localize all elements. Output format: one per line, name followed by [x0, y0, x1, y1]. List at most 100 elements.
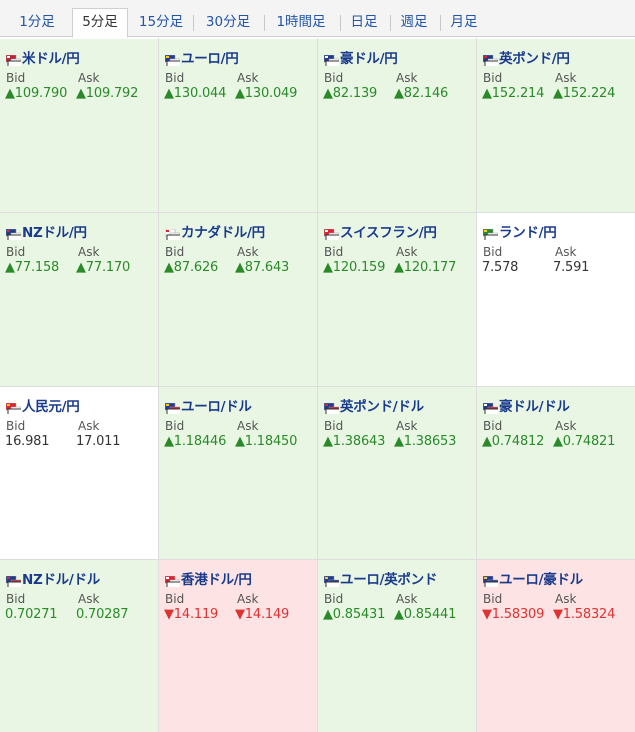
mini-candle-chart[interactable] — [163, 633, 313, 729]
mini-candle-chart[interactable] — [481, 112, 631, 208]
rate-card[interactable]: 77.1577.177.057713:3514:3515:35 NZドル/円 B… — [0, 213, 158, 386]
tab-8[interactable]: 月足 — [450, 14, 478, 30]
bid-value: ▲120.159 — [323, 260, 386, 275]
chart-plot-area — [484, 581, 598, 657]
us-jp-flag-icon: 109.9109.85109.8109.7513:3514:3515:35 — [5, 51, 152, 147]
eu-au-flag-icon: 1.5861.58413:3514:3515:35 — [482, 572, 624, 668]
bid-label: Bid — [483, 71, 503, 85]
tab-1[interactable]: 1分足 — [19, 14, 55, 30]
bid-label: Bid — [165, 71, 185, 85]
rate-card[interactable]: 120.15120.113:3514:3515:35 スイスフラン/円 Bid … — [318, 213, 476, 386]
pair-name[interactable]: スイスフラン/円 — [340, 225, 437, 241]
rate-card[interactable]: 16.9816.97816.97616.97413:3514:3515:35 人… — [0, 387, 158, 560]
bid-label: Bid — [165, 245, 185, 259]
bid-value: 7.578 — [482, 260, 519, 275]
rate-card[interactable]: 0.7480.7470.74613:3514:3515:35 豪ドル/ドル Bi… — [477, 387, 635, 560]
rate-card[interactable]: 130.0513013:3514:3515:35 ユーロ/円 Bid Ask ▲… — [159, 39, 317, 212]
pair-name[interactable]: 英ポンド/ドル — [340, 399, 424, 415]
mini-candle-chart[interactable] — [481, 460, 631, 556]
pair-name[interactable]: 豪ドル/円 — [340, 51, 398, 67]
bid-label: Bid — [165, 419, 185, 433]
eu-us-flag-icon: 1.18451.1841.18351.18313:3514:3515:35 — [164, 399, 311, 495]
au-us-flag-icon: 0.7480.7470.74613:3514:3515:35 — [482, 399, 624, 495]
mini-candle-chart[interactable] — [163, 112, 313, 208]
rate-card[interactable]: 87.6587.613:3514:3515:35 カナダドル/円 Bid Ask… — [159, 213, 317, 386]
chart-plot-area — [7, 408, 121, 484]
rate-card[interactable]: 0.7030.7020.70113:3514:3515:35 NZドル/ドル B… — [0, 560, 158, 732]
tab-6[interactable]: 日足 — [350, 14, 378, 30]
pair-name[interactable]: 人民元/円 — [22, 399, 80, 415]
pair-name[interactable]: 米ドル/円 — [22, 51, 80, 67]
bid-value: ▲77.158 — [5, 260, 60, 275]
chart-plot-area — [325, 581, 439, 657]
tab-separator — [264, 15, 265, 31]
bid-value: ▲0.85431 — [323, 607, 386, 622]
ask-label: Ask — [78, 419, 100, 433]
pair-name[interactable]: 香港ドル/円 — [181, 572, 252, 588]
bid-label: Bid — [6, 419, 26, 433]
mini-candle-chart[interactable] — [322, 633, 472, 729]
pair-name[interactable]: NZドル/ドル — [22, 572, 100, 588]
ask-value: ▲0.85441 — [394, 607, 457, 622]
bid-label: Bid — [6, 592, 26, 606]
mini-candle-chart[interactable] — [163, 460, 313, 556]
bid-label: Bid — [6, 71, 26, 85]
bid-value: ▲82.139 — [323, 86, 378, 101]
tab-4[interactable]: 30分足 — [205, 14, 251, 30]
pair-name[interactable]: ユーロ/円 — [181, 51, 239, 67]
mini-candle-chart[interactable] — [322, 286, 472, 382]
mini-candle-chart[interactable] — [481, 633, 631, 729]
rate-card[interactable]: 7.587.5713:3514:3515:35 ランド/円 Bid Ask 7.… — [477, 213, 635, 386]
pair-name[interactable]: 豪ドル/ドル — [499, 399, 570, 415]
chart-plot-area — [484, 60, 598, 136]
tab-separator — [440, 15, 441, 31]
pair-name[interactable]: ランド/円 — [499, 225, 557, 241]
ca-jp-flag-icon: 87.6587.613:3514:3515:35 — [164, 225, 306, 321]
pair-name[interactable]: ユーロ/豪ドル — [499, 572, 583, 588]
mini-candle-chart[interactable] — [322, 112, 472, 208]
ask-label: Ask — [396, 419, 418, 433]
ask-label: Ask — [396, 245, 418, 259]
mini-candle-chart[interactable] — [4, 112, 154, 208]
rate-card[interactable]: 82.18213:3514:3515:35 豪ドル/円 Bid Ask ▲82.… — [318, 39, 476, 212]
ask-value: 17.011 — [76, 434, 121, 449]
rate-card[interactable]: 1.3861.3851.3841.38313:3514:3515:35 英ポンド… — [318, 387, 476, 560]
eu-gb-flag-icon: 0.8550.854513:3514:3515:35 — [323, 572, 470, 668]
bid-label: Bid — [6, 245, 26, 259]
rate-card[interactable]: 109.9109.85109.8109.7513:3514:3515:35 米ド… — [0, 39, 158, 212]
mini-candle-chart[interactable] — [481, 286, 631, 382]
ask-value: ▲87.643 — [235, 260, 290, 275]
tab-separator — [340, 15, 341, 31]
rate-card[interactable]: 1.18451.1841.18351.18313:3514:3515:35 ユー… — [159, 387, 317, 560]
tab-separator — [193, 15, 194, 31]
tab-3[interactable]: 15分足 — [138, 14, 184, 30]
mini-candle-chart[interactable] — [322, 460, 472, 556]
ask-label: Ask — [78, 245, 100, 259]
ask-label: Ask — [555, 71, 577, 85]
pair-name[interactable]: NZドル/円 — [22, 225, 87, 241]
eu-jp-flag-icon: 130.0513013:3514:3515:35 — [164, 51, 311, 147]
chart-plot-area — [7, 234, 121, 310]
pair-name[interactable]: ユーロ/ドル — [181, 399, 252, 415]
rate-card[interactable]: 14.1314.1213:3514:3515:35 香港ドル/円 Bid Ask… — [159, 560, 317, 732]
mini-candle-chart[interactable] — [4, 286, 154, 382]
mini-candle-chart[interactable] — [4, 633, 154, 729]
tab-5[interactable]: 1時間足 — [276, 14, 326, 30]
pair-name[interactable]: 英ポンド/円 — [499, 51, 570, 67]
bid-value: ▲152.214 — [482, 86, 545, 101]
rate-card[interactable]: 1.5861.58413:3514:3515:35 ユーロ/豪ドル Bid As… — [477, 560, 635, 732]
ask-value: ▲152.224 — [553, 86, 616, 101]
tab-2[interactable]: 5分足 — [72, 8, 128, 38]
bid-label: Bid — [483, 245, 503, 259]
nz-jp-flag-icon: 77.1577.177.057713:3514:3515:35 — [5, 225, 147, 321]
rate-card[interactable]: 152.2152.115213:3514:3515:35 英ポンド/円 Bid … — [477, 39, 635, 212]
mini-candle-chart[interactable] — [163, 286, 313, 382]
mini-candle-chart[interactable] — [4, 460, 154, 556]
pair-name[interactable]: カナダドル/円 — [181, 225, 265, 241]
chart-plot-area — [166, 60, 280, 136]
ask-value: ▲120.177 — [394, 260, 457, 275]
tab-7[interactable]: 週足 — [400, 14, 428, 30]
pair-name[interactable]: ユーロ/英ポンド — [340, 572, 438, 588]
rate-card[interactable]: 0.8550.854513:3514:3515:35 ユーロ/英ポンド Bid … — [318, 560, 476, 732]
bid-label: Bid — [165, 592, 185, 606]
